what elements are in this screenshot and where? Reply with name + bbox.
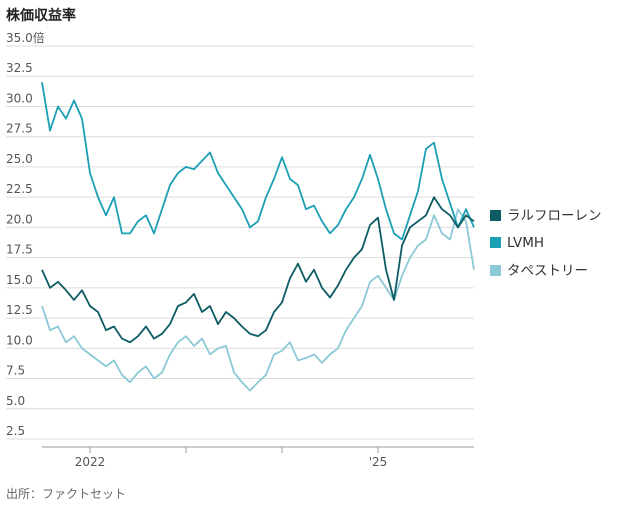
y-tick-label: 5.0 bbox=[6, 394, 25, 408]
grid-layer: 2.5 5.0 7.5 10.0 12.5 15.0 17.5 20.0 22.5 25.0 27.… bbox=[6, 30, 474, 440]
source-note: 出所：ファクトセット bbox=[6, 487, 126, 501]
x-tick-label: '25 bbox=[369, 455, 388, 469]
y-tick-label: 32.5 bbox=[6, 61, 33, 75]
y-tick-label: 30.0 bbox=[6, 91, 33, 105]
series-layer bbox=[41, 82, 475, 392]
y-tick-label: 22.5 bbox=[6, 182, 33, 196]
y-tick-label: 15.0 bbox=[6, 273, 33, 287]
y-tick-label: 12.5 bbox=[6, 303, 33, 317]
y-tick-label: 20.0 bbox=[6, 212, 33, 226]
chart-title: 株価収益率 bbox=[6, 7, 76, 24]
legend: ラルフローレン LVMH タペストリー bbox=[490, 208, 602, 279]
legend-label: タペストリー bbox=[507, 263, 588, 279]
x-tick-label: 2022 bbox=[75, 455, 106, 469]
legend-swatch bbox=[490, 210, 501, 221]
y-tick-label: 35.0倍 bbox=[6, 30, 45, 45]
series-line-2 bbox=[41, 208, 475, 392]
series-line-1 bbox=[41, 82, 475, 241]
legend-swatch bbox=[490, 265, 501, 276]
legend-label: LVMH bbox=[507, 235, 544, 251]
x-axis: 2022 '25 bbox=[42, 446, 474, 469]
legend-swatch bbox=[490, 237, 501, 248]
legend-label: ラルフローレン bbox=[507, 208, 602, 224]
y-tick-label: 17.5 bbox=[6, 243, 33, 257]
y-tick-label: 27.5 bbox=[6, 122, 33, 136]
y-tick-label: 7.5 bbox=[6, 364, 25, 378]
y-tick-label: 25.0 bbox=[6, 152, 33, 166]
y-tick-label: 10.0 bbox=[6, 333, 33, 347]
series-line-0 bbox=[41, 196, 475, 344]
y-tick-label: 2.5 bbox=[6, 424, 25, 438]
